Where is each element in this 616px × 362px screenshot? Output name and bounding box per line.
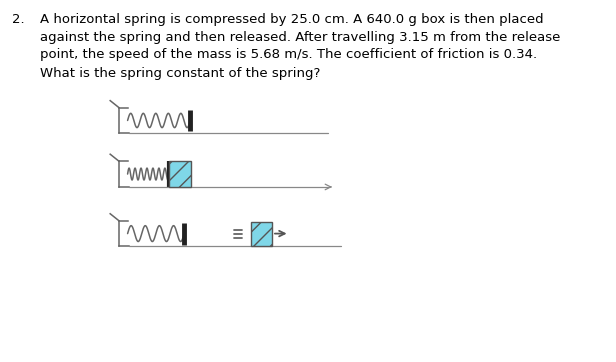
Text: 2.: 2. [12,13,25,26]
Bar [169,161,191,187]
Bar [251,222,272,245]
Text: What is the spring constant of the spring?: What is the spring constant of the sprin… [39,67,320,80]
Text: A horizontal spring is compressed by 25.0 cm. A 640.0 g box is then placed
again: A horizontal spring is compressed by 25.… [39,13,560,61]
